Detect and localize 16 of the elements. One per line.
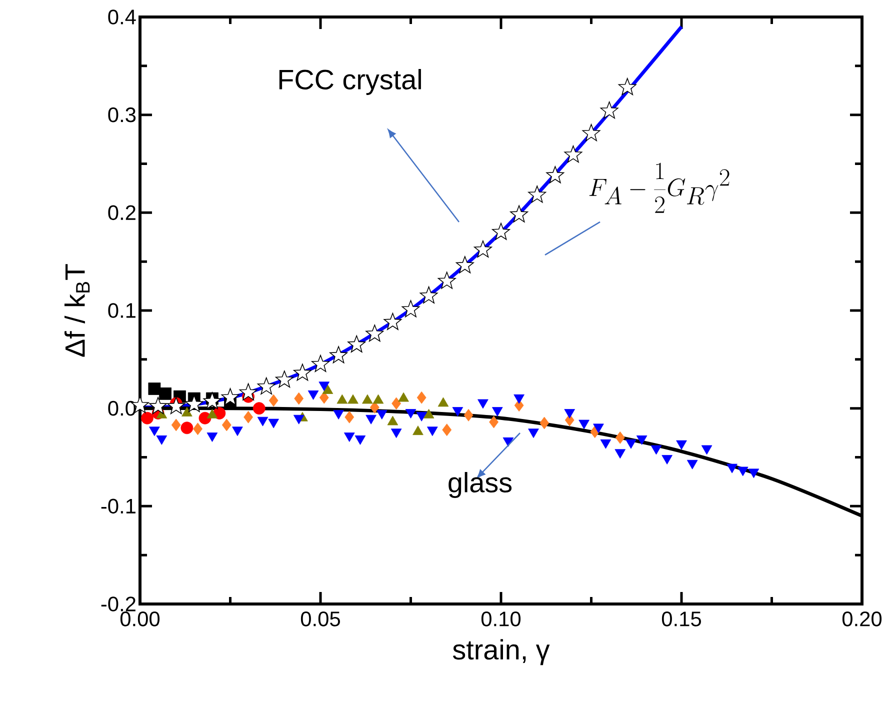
x-axis-title: strain, γ [452, 639, 550, 666]
y-tick-label: -0.2 [101, 596, 136, 612]
x-tick-label: 0.20 [842, 612, 882, 626]
annotation: FCC crystal [279, 69, 421, 95]
x-tick-label: 0.15 [662, 612, 701, 626]
y-tick-label: 0.4 [108, 10, 136, 24]
y-tick-label: 0.2 [108, 205, 136, 220]
y-tick-label: -0.1 [101, 498, 136, 514]
y-tick-label: 0.1 [108, 303, 136, 318]
annotation: glass [448, 472, 512, 498]
x-tick-label: 0.05 [300, 612, 340, 626]
annotation: $F_A-\frac{1}{2}G_R\gamma^2$ [589, 162, 730, 213]
y-tick-label: 0.3 [108, 107, 136, 122]
x-tick-label: 0.00 [120, 612, 160, 626]
y-axis-title: Δf / k$_{B}$T [64, 264, 90, 357]
x-tick-label: 0.10 [481, 612, 521, 626]
